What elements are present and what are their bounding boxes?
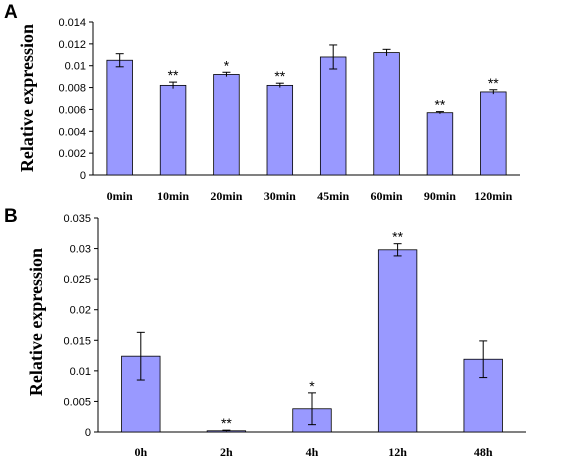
y-tick-label: 0.014: [58, 17, 86, 29]
significance-label: **: [434, 97, 445, 113]
bar: [213, 74, 240, 176]
y-tick-label: 0.01: [70, 366, 91, 378]
panel-label-b: B: [4, 206, 18, 227]
chart-panel-a: A Relative expression 0 0.002 0.004 0.006 0.…: [4, 2, 520, 203]
bar: [480, 91, 507, 176]
significance-label: **: [221, 415, 232, 431]
y-tick-label: 0.008: [58, 83, 86, 95]
bar: [319, 56, 347, 176]
x-tick-label: 90min: [424, 189, 456, 203]
y-tick-label: 0.035: [63, 213, 91, 225]
y-tick-label: 0.006: [58, 104, 86, 116]
y-tick-label: 0.002: [58, 148, 86, 160]
x-tick-label: 30min: [264, 189, 296, 203]
significance-label: *: [309, 378, 315, 394]
significance-label: *: [224, 57, 230, 73]
y-tick-label: 0: [85, 427, 91, 439]
y-tick-label: 0.012: [58, 39, 86, 51]
significance-label: **: [168, 67, 179, 83]
chart-panel-b: B Relative expression 0 0.005 0.01 0.015 0.0…: [4, 206, 526, 459]
significance-label: **: [274, 68, 285, 84]
y-tick-label: 0.025: [63, 274, 91, 286]
bar: [106, 59, 133, 176]
bar: [377, 249, 418, 433]
y-tick-label: 0.01: [65, 61, 86, 73]
x-tick-label: 60min: [371, 189, 403, 203]
x-tick-label: 48h: [474, 445, 493, 459]
bar: [266, 84, 294, 176]
significance-label: **: [488, 75, 499, 91]
x-tick-label: 45min: [317, 189, 349, 203]
y-tick-label: 0: [80, 170, 86, 182]
x-tick-label: 4h: [306, 445, 319, 459]
bar: [373, 52, 400, 176]
x-tick-label: 2h: [220, 445, 233, 459]
y-tick-label: 0.015: [63, 335, 91, 347]
y-tick-label: 0.03: [70, 244, 91, 256]
y-axis-label-a: Relative expression: [17, 24, 37, 172]
panel-label-a: A: [4, 2, 18, 23]
y-tick-label: 0.004: [58, 126, 86, 138]
x-tick-label: 120min: [474, 189, 512, 203]
significance-label: **: [392, 229, 403, 245]
y-axis-label-b: Relative expression: [26, 248, 46, 396]
x-tick-label: 12h: [388, 445, 407, 459]
y-tick-label: 0.02: [70, 305, 91, 317]
x-tick-label: 20min: [210, 189, 242, 203]
bar: [426, 112, 454, 176]
x-tick-label: 10min: [157, 189, 189, 203]
x-tick-label: 0h: [134, 445, 147, 459]
y-tick-label: 0.005: [63, 396, 91, 408]
x-tick-label: 0min: [107, 189, 133, 203]
bar: [159, 84, 187, 176]
